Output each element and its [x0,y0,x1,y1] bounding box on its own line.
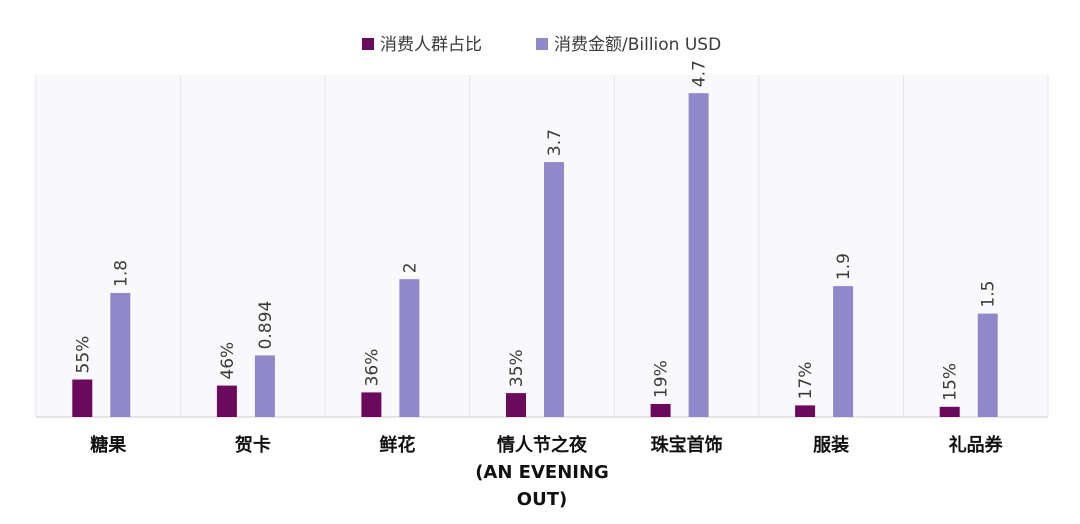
bar-series-1-4 [688,93,709,417]
bars [72,93,998,417]
bar-series-1-6 [977,313,998,417]
bar-series-0-4 [650,404,671,417]
data-label-series-1-2: 2 [400,262,420,273]
category-label-0-line-0: 糖果 [90,434,127,456]
category-label-2-line-0: 鲜花 [379,434,415,456]
data-labels: 55% 1.8 46% 0.894 36% 2 35% 3.7 19% 4.7 17% 1.9 15% 1… [73,60,998,401]
data-label-series-1-6: 1.5 [979,281,999,308]
bar-series-0-1 [216,385,237,417]
bar-series-0-6 [939,406,960,417]
bar-series-0-3 [506,393,526,417]
bar-series-1-0 [110,293,131,417]
category-label-1-line-0: 贺卡 [234,434,271,456]
data-label-series-1-4: 4.7 [690,60,710,87]
data-label-series-0-2: 36% [362,349,382,387]
bar-series-1-2 [399,279,420,417]
data-label-series-1-0: 1.8 [111,260,131,287]
data-label-series-1-1: 0.894 [256,301,276,350]
category-labels: 糖果 贺卡 鲜花 情人节之夜 (AN EVENING OUT) 珠宝首饰 服装 礼品券 [90,434,1003,510]
data-label-series-0-3: 35% [507,349,527,387]
category-label-3-line-2: OUT) [517,489,567,510]
data-label-series-0-6: 15% [941,363,961,401]
bar-series-0-5 [795,405,816,417]
legend-label-series-1: 消费金额/Billion USD [554,35,721,55]
data-label-series-0-0: 55% [73,336,93,374]
plot-area [36,75,1048,417]
data-label-series-0-4: 19% [652,360,672,398]
category-label-5-line-0: 服装 [813,434,849,456]
bar-series-0-0 [72,379,93,417]
category-label-3-line-1: (AN EVENING [475,462,609,483]
category-label-4-line-0: 珠宝首饰 [651,434,723,456]
data-label-series-0-5: 17% [796,362,816,400]
category-label-3-line-0: 情人节之夜 [497,434,588,456]
bar-series-1-1 [254,355,275,417]
bar-series-1-5 [833,286,854,417]
data-label-series-1-3: 3.7 [545,129,565,156]
bar-series-0-2 [361,392,382,417]
legend: 消费人群占比 消费金额/Billion USD [362,35,721,55]
category-label-6-line-0: 礼品券 [949,434,1004,456]
category-separators [35,75,1049,417]
legend-label-series-0: 消费人群占比 [380,35,482,55]
data-label-series-0-1: 46% [218,342,238,380]
data-label-series-1-5: 1.9 [834,253,854,280]
bar-series-1-3 [544,162,564,417]
legend-swatch-series-0 [362,38,374,50]
legend-swatch-series-1 [536,38,548,50]
